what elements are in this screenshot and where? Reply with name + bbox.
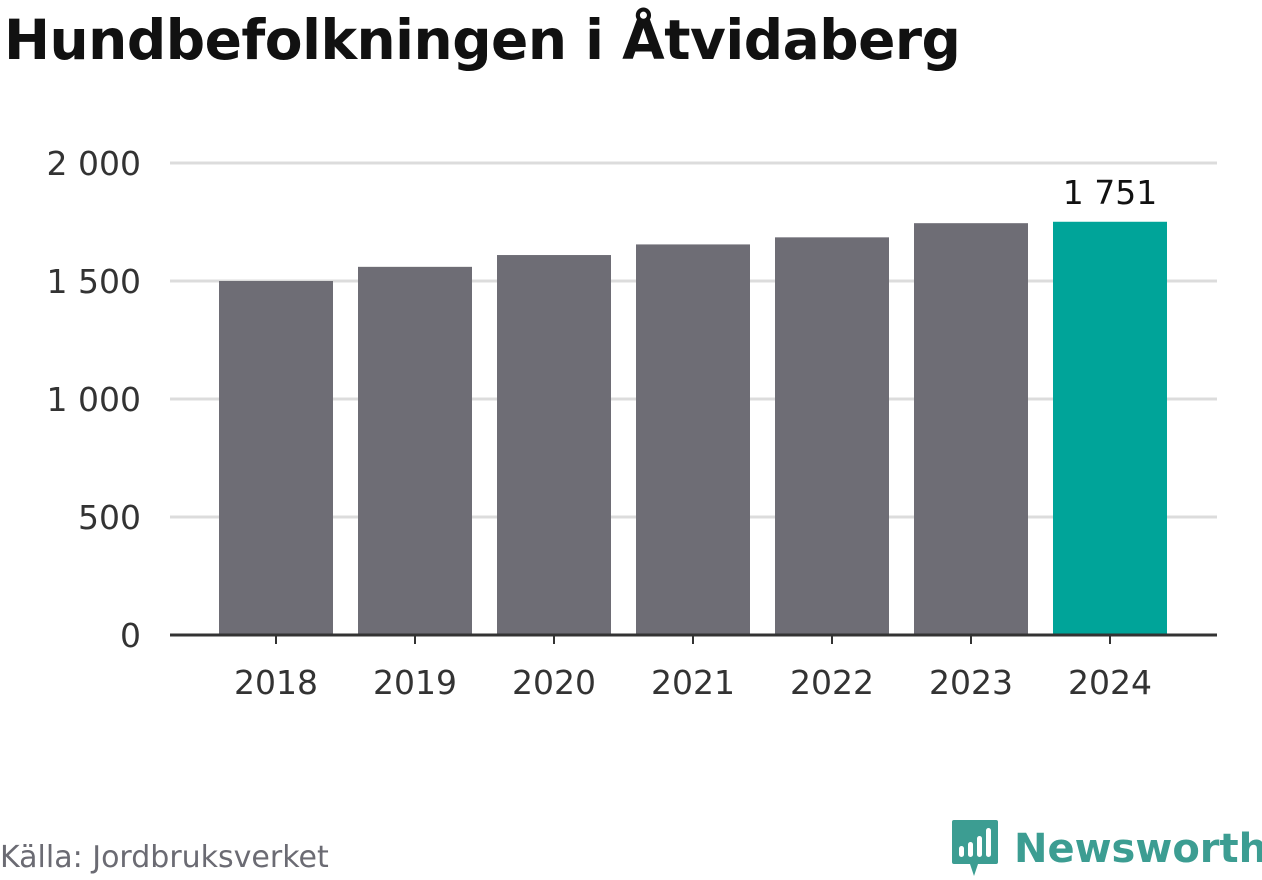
axis-labels: 0 500 1 000 1 500 2 000 2018 2019 2020 2021 2022 2…: [47, 144, 1158, 702]
x-tick-label: 2021: [651, 663, 735, 702]
x-tick-label: 2024: [1068, 663, 1152, 702]
data-label: 1 751: [1063, 173, 1157, 212]
chart-title: Hundbefolkningen i Åtvidaberg: [4, 8, 961, 72]
x-tick-label: 2022: [790, 663, 874, 702]
bar: [1053, 221, 1167, 635]
bar: [775, 237, 889, 635]
y-tick-label: 500: [78, 498, 141, 537]
y-tick-label: 2 000: [47, 144, 141, 183]
x-tick-label: 2018: [234, 663, 318, 702]
bar: [636, 244, 750, 636]
newsworthy-logo-icon: [952, 820, 998, 876]
bars: [219, 221, 1167, 636]
y-tick-label: 1 000: [47, 380, 141, 419]
x-tick-label: 2019: [373, 663, 457, 702]
y-tick-label: 1 500: [47, 262, 141, 301]
brand-logo: Newsworthy: [950, 818, 1262, 880]
x-tick-label: 2023: [929, 663, 1013, 702]
x-tick-label: 2020: [512, 663, 596, 702]
bar: [219, 281, 333, 635]
brand-name: Newsworthy: [1014, 826, 1262, 872]
bar: [358, 266, 472, 635]
bar: [914, 223, 1028, 635]
source-note: Källa: Jordbruksverket: [0, 840, 329, 875]
y-tick-label: 0: [120, 616, 141, 655]
bar: [497, 255, 611, 636]
